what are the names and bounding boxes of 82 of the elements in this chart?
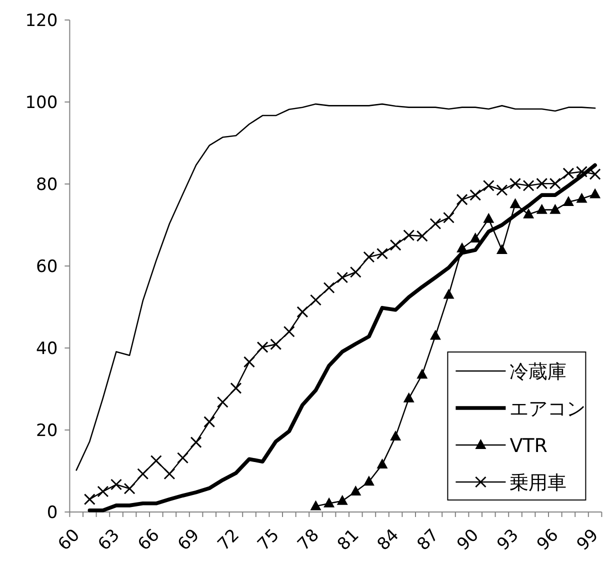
point [456, 242, 468, 252]
point [164, 468, 176, 480]
point [576, 192, 588, 203]
point [190, 436, 202, 448]
point [216, 396, 228, 408]
point [430, 218, 442, 230]
point [110, 478, 122, 490]
point [589, 168, 601, 180]
point [562, 168, 574, 180]
legend-label: エアコン [510, 398, 586, 420]
point [536, 204, 548, 214]
x-tick-label: 84 [374, 525, 404, 555]
y-tick-label: 80 [36, 175, 58, 195]
point [470, 189, 482, 201]
x-tick-label: 99 [573, 525, 603, 555]
point [256, 341, 268, 353]
point [296, 306, 308, 318]
point [310, 294, 322, 306]
point [470, 232, 481, 243]
y-tick-label: 60 [36, 257, 58, 277]
x-tick-label: 66 [134, 525, 164, 555]
point [204, 416, 216, 428]
point [523, 208, 534, 218]
x-tick-label: 81 [334, 525, 364, 555]
point [323, 282, 335, 294]
point [430, 330, 441, 340]
y-tick-label: 20 [36, 421, 58, 441]
point [310, 500, 322, 510]
point [496, 184, 508, 196]
point [283, 326, 295, 338]
point [350, 486, 362, 496]
point [483, 212, 494, 223]
x-tick-label: 93 [493, 525, 523, 555]
y-tick-label: 0 [46, 503, 58, 523]
x-tick-label: 75 [254, 525, 284, 555]
legend-label: 冷蔵庫 [510, 361, 567, 383]
point [510, 178, 521, 190]
point [443, 212, 454, 224]
point [416, 368, 428, 379]
point [150, 455, 162, 466]
x-tick-label: 90 [453, 525, 483, 555]
x-tick-label: 69 [174, 525, 204, 555]
point [124, 482, 136, 494]
point [390, 239, 402, 251]
y-tick-label: 120 [25, 11, 58, 31]
point [324, 497, 335, 508]
point [363, 251, 375, 263]
y-tick-label: 100 [25, 93, 58, 113]
x-tick-label: 87 [414, 525, 443, 555]
point [177, 452, 188, 464]
point [244, 356, 255, 368]
x-tick-label: 78 [294, 525, 324, 555]
point [562, 196, 574, 206]
legend-label: 乗用車 [510, 472, 567, 494]
legend-label: VTR [510, 435, 548, 457]
x-tick-label: 96 [533, 525, 563, 555]
point [403, 392, 414, 402]
point [456, 194, 468, 206]
point [376, 248, 388, 260]
x-tick-label: 63 [94, 525, 124, 555]
x-tick-label: 72 [214, 525, 244, 555]
point [590, 188, 601, 198]
point [482, 180, 494, 192]
point [97, 486, 109, 498]
line-series [76, 103, 596, 471]
point [350, 266, 362, 278]
point [390, 430, 402, 441]
point [84, 494, 96, 506]
point [576, 166, 588, 178]
point [363, 476, 374, 486]
y-tick-label: 40 [36, 339, 58, 359]
point [496, 244, 508, 254]
point [230, 382, 242, 394]
point [336, 494, 348, 505]
point [376, 458, 388, 468]
point [270, 338, 282, 350]
point [336, 272, 348, 284]
point [443, 288, 454, 299]
point [522, 180, 534, 192]
point [137, 468, 149, 480]
point [550, 204, 561, 214]
point [510, 198, 521, 208]
